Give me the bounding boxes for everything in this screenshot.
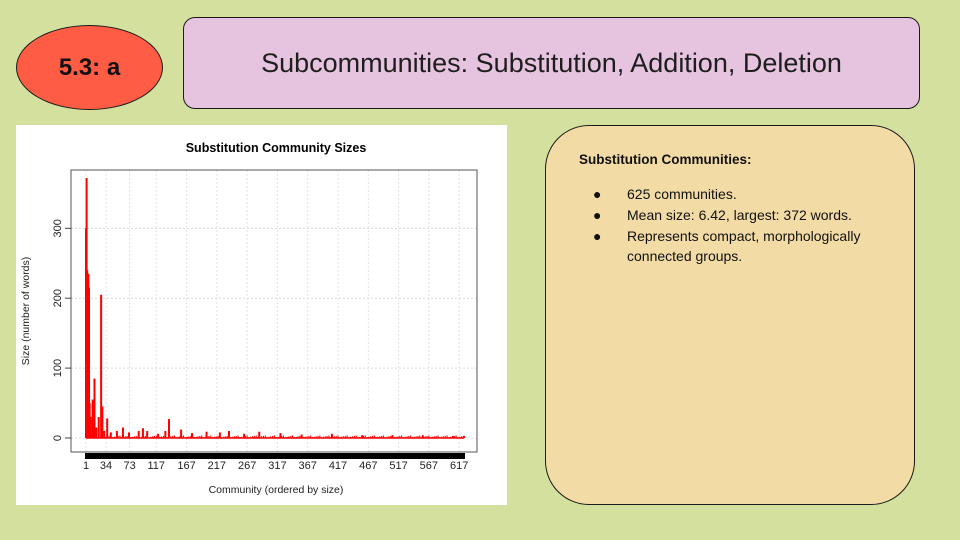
plot-frame [70, 169, 478, 453]
info-bullet-item: ● 625 communities. [579, 184, 894, 204]
bullet-icon: ● [593, 228, 602, 244]
info-list: ● 625 communities. ● Mean size: 6.42, larg… [579, 184, 894, 266]
section-badge-label: 5.3: a [58, 53, 121, 81]
x-axis-label: Community (ordered by size) [209, 484, 344, 496]
info-bullet-item: ● Represents compact, morphologically con… [579, 226, 894, 266]
x-tick-band [85, 453, 465, 459]
grid-layer [71, 170, 477, 452]
x-tick-label: 617 [450, 460, 468, 472]
bullet-icon: ● [593, 207, 602, 223]
x-tick-label: 1 [83, 460, 89, 472]
chart-title: Substitution Community Sizes [186, 141, 367, 155]
x-tick-label: 34 [100, 460, 112, 472]
y-axis-label: Size (number of words) [20, 257, 32, 366]
info-bullet-text: Mean size: 6.42, largest: 372 words. [627, 207, 852, 223]
x-tick-label: 317 [268, 460, 286, 472]
y-tick-label: 200 [52, 289, 64, 307]
x-tick-label: 367 [299, 460, 317, 472]
info-heading: Substitution Communities: [579, 152, 752, 167]
slide-title: Subcommunities: Substitution, Addition, … [261, 47, 842, 78]
y-tick-label: 300 [52, 219, 64, 237]
info-bullet-text: 625 communities. [627, 186, 737, 202]
info-box: Substitution Communities: ● 625 communiti… [545, 125, 915, 505]
x-tick-label: 417 [329, 460, 347, 472]
chart-panel: Substitution Community Sizes 0 100 200 300 1… [16, 125, 507, 505]
x-tick-label: 217 [208, 460, 226, 472]
axes-layer: 0 100 200 300 1 34 73 117 167 217 267 317 367 417 467 5… [52, 219, 468, 472]
x-tick-label: 117 [147, 460, 165, 472]
info-bullet-item: ● Mean size: 6.42, largest: 372 words. [579, 205, 894, 225]
info-bullet-text: Represents compact, morphologically conn… [627, 228, 861, 264]
x-tick-label: 167 [177, 460, 195, 472]
bullet-icon: ● [593, 186, 602, 202]
bars-layer [85, 178, 465, 439]
slide-title-box: Subcommunities: Substitution, Addition, … [183, 17, 920, 109]
x-tick-label: 73 [123, 460, 135, 472]
section-badge: 5.3: a [16, 25, 163, 110]
x-tick-label: 467 [359, 460, 377, 472]
x-tick-label: 517 [389, 460, 407, 472]
community-size-chart: Substitution Community Sizes 0 100 200 300 1… [20, 141, 478, 496]
y-tick-label: 100 [52, 359, 64, 377]
y-tick-label: 0 [52, 435, 64, 441]
x-tick-label: 567 [420, 460, 438, 472]
x-tick-label: 267 [238, 460, 256, 472]
